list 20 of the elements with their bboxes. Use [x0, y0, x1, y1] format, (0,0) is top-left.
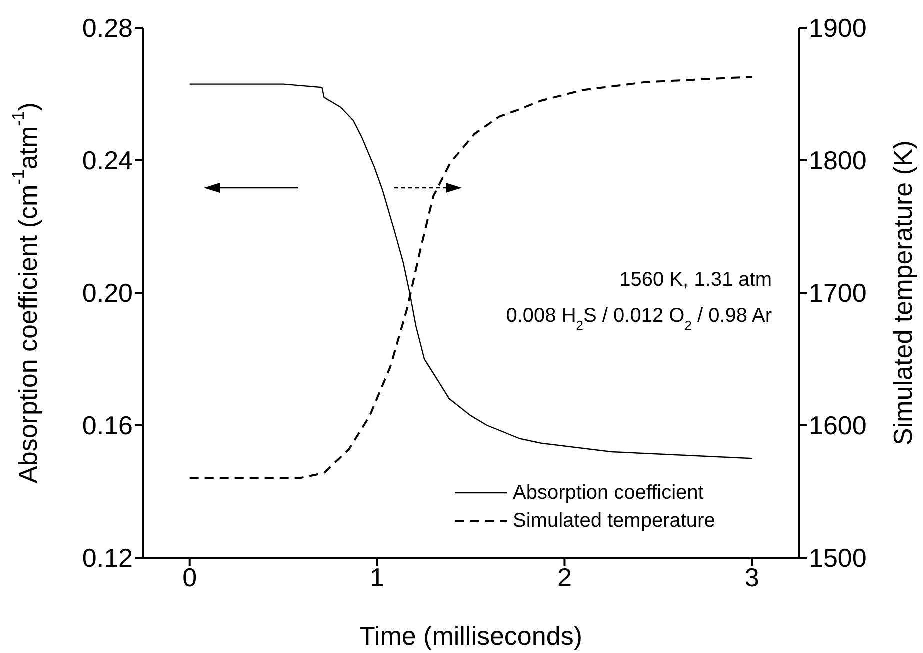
legend-label: Simulated temperature [513, 510, 716, 532]
y2-tick-label: 1500 [809, 543, 867, 574]
y2-axis-title: Simulated temperature (K) [888, 140, 918, 446]
y-tick-label: 0.20 [82, 278, 133, 308]
x-tick-label: 2 [557, 562, 572, 592]
y-tick-label: 0.12 [82, 543, 133, 574]
y2-tick-label: 1700 [809, 278, 867, 308]
y-tick-label: 0.28 [82, 13, 133, 44]
x-tick-label: 1 [370, 562, 385, 592]
x-tick-label: 3 [744, 562, 760, 592]
x-tick-label: 0 [182, 562, 198, 592]
annotation: 0.008 H$_{2}$S / 0.012 O$_{2}$ / 0.98 Ar [506, 305, 772, 332]
legend-label: Absorption coefficient [513, 482, 704, 504]
y2-tick-label: 1900 [809, 13, 867, 44]
y-tick-label: 0.24 [82, 146, 133, 176]
y2-tick-label: 1800 [809, 146, 867, 176]
annotation: 1560 K, 1.31 atm [620, 269, 772, 291]
y2-tick-label: 1600 [809, 410, 867, 441]
x-axis-title: Time (milliseconds) [360, 621, 582, 651]
y-tick-label: 0.16 [82, 410, 133, 441]
